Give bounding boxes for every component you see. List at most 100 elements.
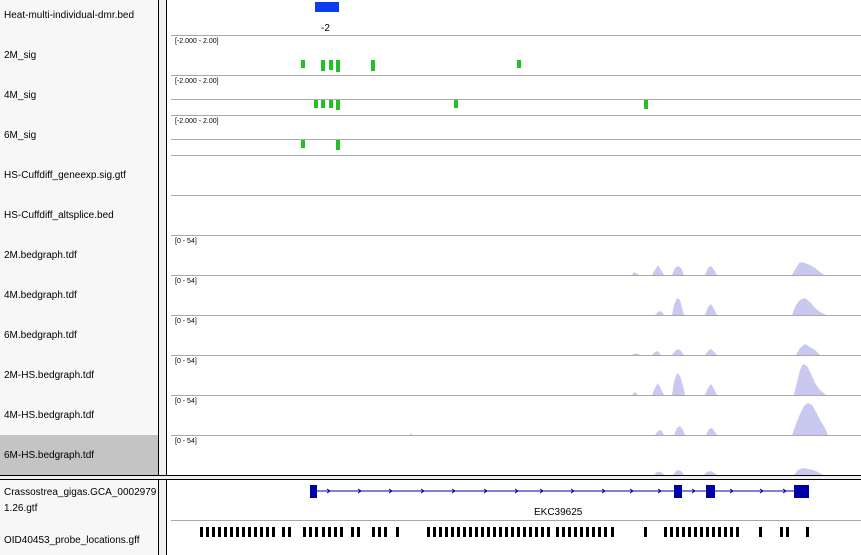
probe-mark[interactable] [206, 527, 209, 537]
probe-mark[interactable] [212, 527, 215, 537]
signal-bar[interactable] [336, 100, 340, 110]
probe-mark[interactable] [200, 527, 203, 537]
panel-divider-left[interactable] [158, 0, 159, 555]
probe-mark[interactable] [451, 527, 454, 537]
signal-bar[interactable] [336, 140, 340, 150]
probe-mark[interactable] [670, 527, 673, 537]
probe-mark[interactable] [463, 527, 466, 537]
probe-mark[interactable] [272, 527, 275, 537]
probe-mark[interactable] [493, 527, 496, 537]
probe-mark[interactable] [759, 527, 762, 537]
track-label-gene-annotation-line2[interactable]: 1.26.gtf [4, 503, 38, 514]
probe-mark[interactable] [730, 527, 733, 537]
track-label-6m-bedgraph[interactable]: 6M.bedgraph.tdf [4, 330, 77, 341]
probe-mark[interactable] [254, 527, 257, 537]
probe-mark[interactable] [248, 527, 251, 537]
probe-mark[interactable] [529, 527, 532, 537]
probe-mark[interactable] [340, 527, 343, 537]
signal-bar[interactable] [517, 60, 521, 68]
track-label-2m-hs-bedgraph[interactable]: 2M-HS.bedgraph.tdf [4, 370, 95, 381]
probe-mark[interactable] [676, 527, 679, 537]
signal-bar[interactable] [329, 100, 333, 108]
probe-mark[interactable] [487, 527, 490, 537]
probe-mark[interactable] [547, 527, 550, 537]
signal-bar[interactable] [371, 60, 375, 71]
probe-mark[interactable] [736, 527, 739, 537]
probe-mark[interactable] [523, 527, 526, 537]
probe-mark[interactable] [780, 527, 783, 537]
probe-mark[interactable] [445, 527, 448, 537]
probe-mark[interactable] [322, 527, 325, 537]
probe-mark[interactable] [562, 527, 565, 537]
track-label-6m-sig[interactable]: 6M_sig [4, 130, 37, 141]
signal-bar[interactable] [329, 60, 333, 70]
probe-mark[interactable] [457, 527, 460, 537]
probe-mark[interactable] [505, 527, 508, 537]
probe-mark[interactable] [439, 527, 442, 537]
signal-bar[interactable] [454, 100, 458, 108]
probe-mark[interactable] [556, 527, 559, 537]
probe-mark[interactable] [604, 527, 607, 537]
probe-mark[interactable] [598, 527, 601, 537]
track-label-probe-locations[interactable]: OID40453_probe_locations.gff [4, 535, 140, 546]
signal-bar[interactable] [321, 60, 325, 71]
track-label-4m-sig[interactable]: 4M_sig [4, 90, 37, 101]
probe-mark[interactable] [334, 527, 337, 537]
probe-mark[interactable] [511, 527, 514, 537]
dmr-feature[interactable] [315, 2, 339, 12]
track-label-4m-bedgraph[interactable]: 4M.bedgraph.tdf [4, 290, 77, 301]
probe-mark[interactable] [718, 527, 721, 537]
probe-mark[interactable] [288, 527, 291, 537]
signal-bar[interactable] [321, 100, 325, 108]
track-label-dmr[interactable]: Heat-multi-individual-dmr.bed [4, 10, 135, 21]
probe-mark[interactable] [644, 527, 647, 537]
probe-mark[interactable] [535, 527, 538, 537]
probe-mark[interactable] [224, 527, 227, 537]
track-label-cuffdiff-altsplice[interactable]: HS-Cuffdiff_altsplice.bed [4, 210, 114, 221]
probe-mark[interactable] [568, 527, 571, 537]
track-label-cuffdiff-geneexp[interactable]: HS-Cuffdiff_geneexp.sig.gtf [4, 170, 126, 181]
signal-bar[interactable] [301, 60, 305, 68]
probe-mark[interactable] [218, 527, 221, 537]
track-label-2m-sig[interactable]: 2M_sig [4, 50, 37, 61]
probe-mark[interactable] [328, 527, 331, 537]
probe-mark[interactable] [481, 527, 484, 537]
gene-model-ekc39625[interactable] [310, 485, 809, 498]
probe-mark[interactable] [694, 527, 697, 537]
probe-mark[interactable] [469, 527, 472, 537]
probe-mark[interactable] [700, 527, 703, 537]
track-label-2m-bedgraph[interactable]: 2M.bedgraph.tdf [4, 250, 77, 261]
probe-mark[interactable] [592, 527, 595, 537]
probe-mark[interactable] [712, 527, 715, 537]
probe-mark[interactable] [475, 527, 478, 537]
probe-mark[interactable] [682, 527, 685, 537]
probe-mark[interactable] [586, 527, 589, 537]
probe-mark[interactable] [517, 527, 520, 537]
probe-mark[interactable] [372, 527, 375, 537]
probe-mark[interactable] [806, 527, 809, 537]
probe-mark[interactable] [574, 527, 577, 537]
probe-mark[interactable] [433, 527, 436, 537]
probe-mark[interactable] [236, 527, 239, 537]
probe-mark[interactable] [611, 527, 614, 537]
probe-mark[interactable] [309, 527, 312, 537]
probe-mark[interactable] [427, 527, 430, 537]
signal-bar[interactable] [314, 100, 318, 108]
probe-mark[interactable] [242, 527, 245, 537]
signal-bar[interactable] [336, 60, 340, 72]
probe-mark[interactable] [378, 527, 381, 537]
probe-mark[interactable] [541, 527, 544, 537]
probe-mark[interactable] [786, 527, 789, 537]
probe-mark[interactable] [580, 527, 583, 537]
probe-mark[interactable] [724, 527, 727, 537]
probe-mark[interactable] [664, 527, 667, 537]
track-label-6m-hs-bedgraph[interactable]: 6M-HS.bedgraph.tdf [4, 450, 95, 461]
probe-mark[interactable] [384, 527, 387, 537]
probe-mark[interactable] [499, 527, 502, 537]
signal-bar[interactable] [301, 140, 305, 148]
track-label-gene-annotation-line1[interactable]: Crassostrea_gigas.GCA_0002979 [4, 487, 157, 498]
probe-mark[interactable] [706, 527, 709, 537]
probe-mark[interactable] [282, 527, 285, 537]
signal-bar[interactable] [644, 100, 648, 109]
probe-mark[interactable] [315, 527, 318, 537]
